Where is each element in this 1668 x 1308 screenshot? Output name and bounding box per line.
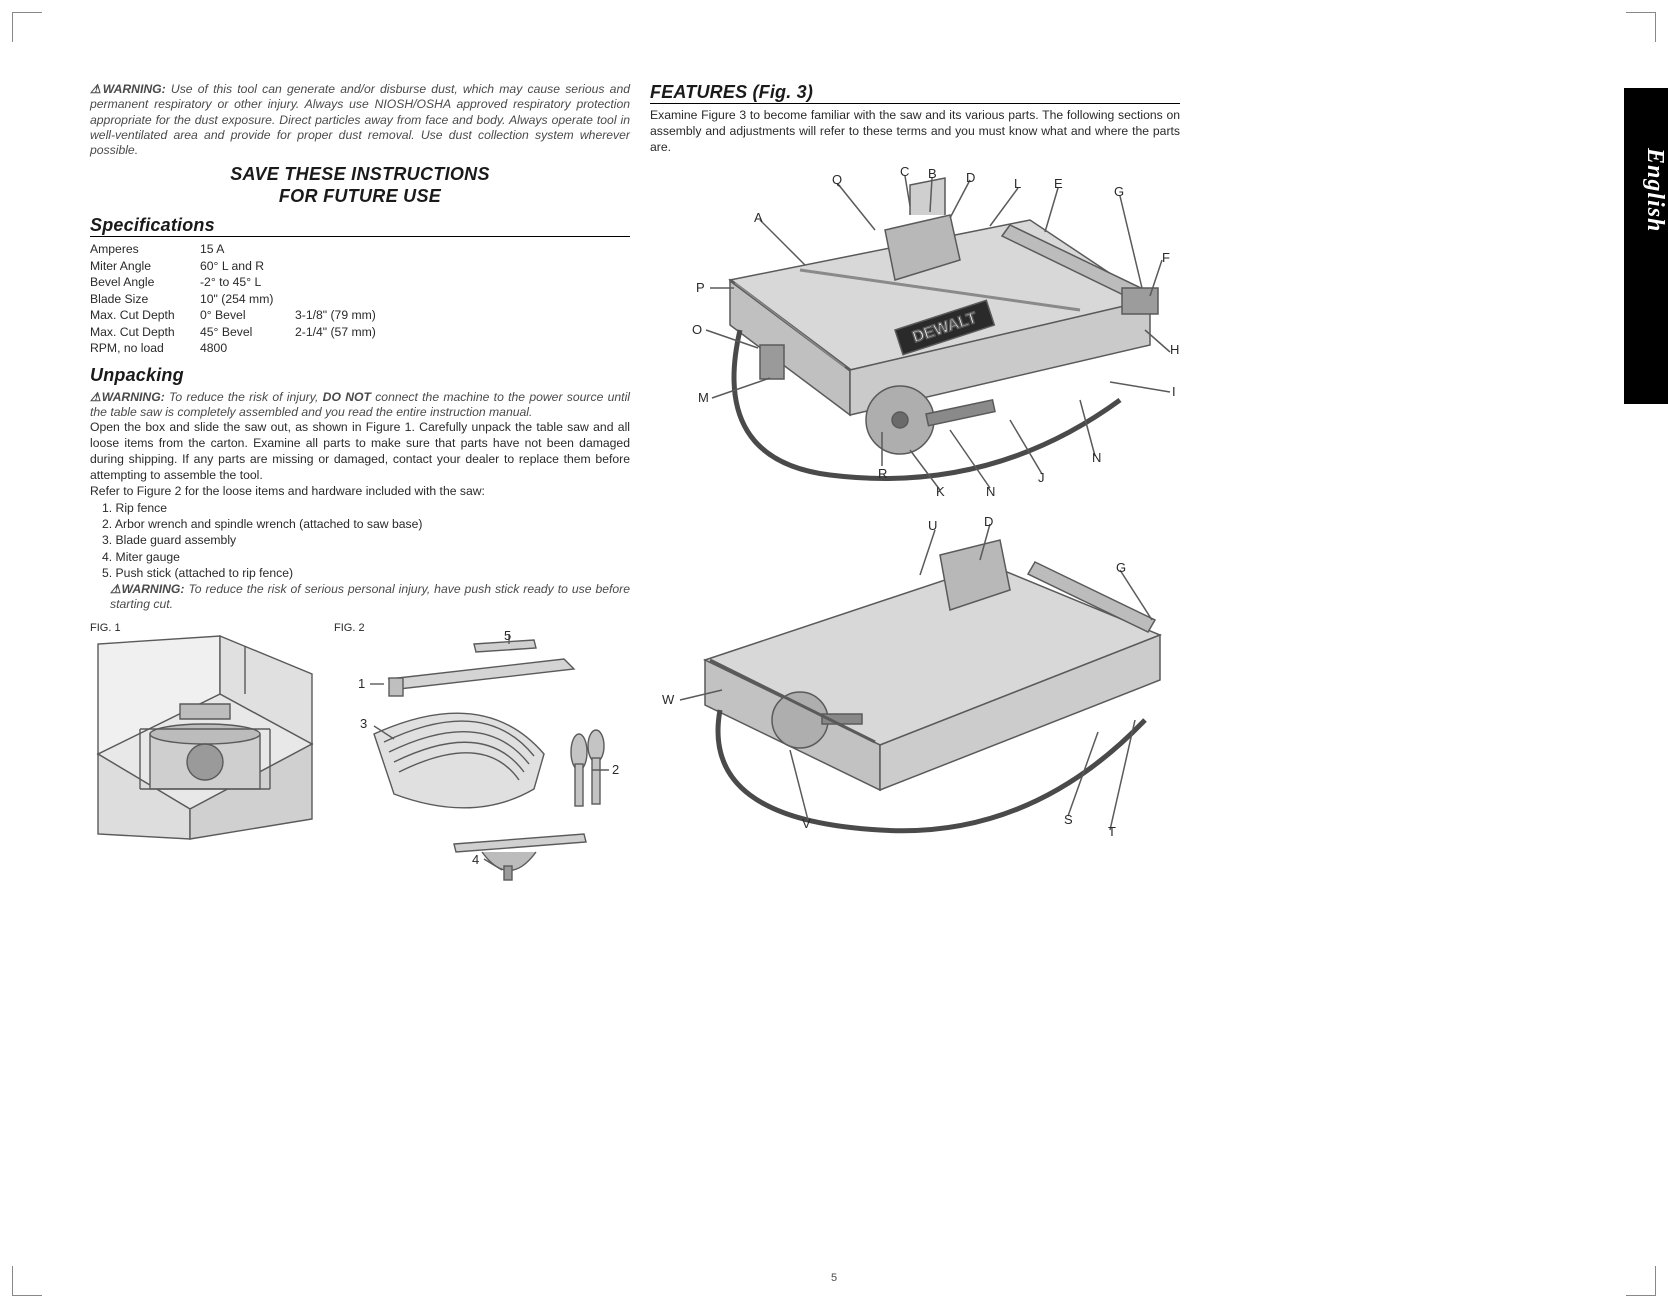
figure-1-wrap: FIG. 1 — [90, 620, 320, 894]
fig3-G: G — [1114, 184, 1124, 199]
save-instructions: SAVE THESE INSTRUCTIONS FOR FUTURE USE — [90, 164, 630, 207]
fig2-callout-1: 1 — [358, 676, 365, 691]
fig2-label: FIG. 2 — [334, 622, 365, 634]
warning-unpack: ⚠WARNING: To reduce the risk of injury, … — [90, 390, 630, 421]
specifications-table: Amperes15 A Miter Angle60° L and R Bevel… — [90, 241, 630, 356]
fig3-N: N — [986, 484, 995, 499]
fig3-M: M — [698, 390, 709, 405]
fig3-Q: Q — [832, 172, 842, 187]
figure-2-wrap: FIG. 2 — [334, 620, 624, 894]
figure-2-illustration: 1 5 3 2 4 — [334, 634, 624, 894]
fig3-L: L — [1014, 176, 1021, 191]
page-number: 5 — [831, 1272, 837, 1284]
fig3-K: K — [936, 484, 945, 499]
fig3-A: A — [754, 210, 763, 225]
fig3b-V: V — [802, 816, 811, 831]
warning-label: ⚠WARNING: — [90, 82, 166, 96]
fig3b-S: S — [1064, 812, 1073, 827]
unpack-list: 1. Rip fence 2. Arbor wrench and spindle… — [90, 500, 630, 582]
unpacking-heading: Unpacking — [90, 365, 630, 386]
features-heading: FEATURES (Fig. 3) — [650, 82, 1180, 104]
fig3-N2: N — [1092, 450, 1101, 465]
fig2-callout-3: 3 — [360, 716, 367, 731]
fig3-O: O — [692, 322, 702, 337]
page-content: ⚠WARNING: Use of this tool can generate … — [0, 0, 1668, 1308]
warning-pushstick: ⚠WARNING: To reduce the risk of serious … — [90, 582, 630, 613]
warning-dust-text: Use of this tool can generate and/or dis… — [90, 82, 630, 157]
left-column: ⚠WARNING: Use of this tool can generate … — [90, 82, 630, 894]
fig1-label: FIG. 1 — [90, 622, 121, 634]
fig3b-G: G — [1116, 560, 1126, 575]
fig3-J: J — [1038, 470, 1045, 485]
fig3-B: B — [928, 166, 937, 181]
fig3-D: D — [966, 170, 975, 185]
fig3-C: C — [900, 164, 909, 179]
fig2-callout-4: 4 — [472, 852, 479, 867]
specifications-heading: Specifications — [90, 215, 630, 237]
unpack-paragraph-1: Open the box and slide the saw out, as s… — [90, 420, 630, 483]
fig3b-U: U — [928, 518, 937, 533]
figure-1-illustration — [90, 634, 320, 844]
warning-dust: ⚠WARNING: Use of this tool can generate … — [90, 82, 630, 158]
fig3b-D: D — [984, 514, 993, 529]
fig3b-W: W — [662, 692, 674, 707]
unpack-paragraph-2: Refer to Figure 2 for the loose items an… — [90, 484, 630, 500]
fig3-R: R — [878, 466, 887, 481]
save-line2: FOR FUTURE USE — [90, 186, 630, 208]
save-line1: SAVE THESE INSTRUCTIONS — [90, 164, 630, 186]
fig3-I: I — [1172, 384, 1176, 399]
features-text: Examine Figure 3 to become familiar with… — [650, 108, 1180, 156]
fig3-P: P — [696, 280, 705, 295]
fig3-H: H — [1170, 342, 1179, 357]
fig3-F: F — [1162, 250, 1170, 265]
figure-3-bottom: U D G W V S T — [650, 520, 1180, 840]
right-column: FEATURES (Fig. 3) Examine Figure 3 to be… — [650, 82, 1180, 894]
fig2-callout-5: 5 — [504, 628, 511, 643]
fig2-callout-2: 2 — [612, 762, 619, 777]
figure-3-wrap: FIG. 3 — [650, 170, 1180, 840]
fig3-E: E — [1054, 176, 1063, 191]
fig3b-T: T — [1108, 824, 1116, 839]
figure-3-top: DEWALT — [650, 170, 1180, 510]
